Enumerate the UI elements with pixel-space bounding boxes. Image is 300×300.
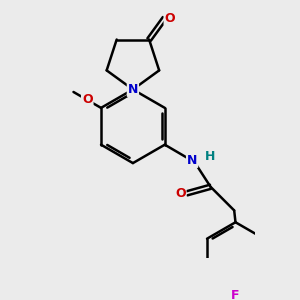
Text: O: O: [175, 187, 186, 200]
Text: O: O: [164, 12, 175, 25]
Text: F: F: [231, 290, 240, 300]
Text: N: N: [128, 83, 138, 96]
Text: N: N: [187, 154, 197, 167]
Text: O: O: [82, 93, 93, 106]
Text: H: H: [205, 150, 216, 163]
